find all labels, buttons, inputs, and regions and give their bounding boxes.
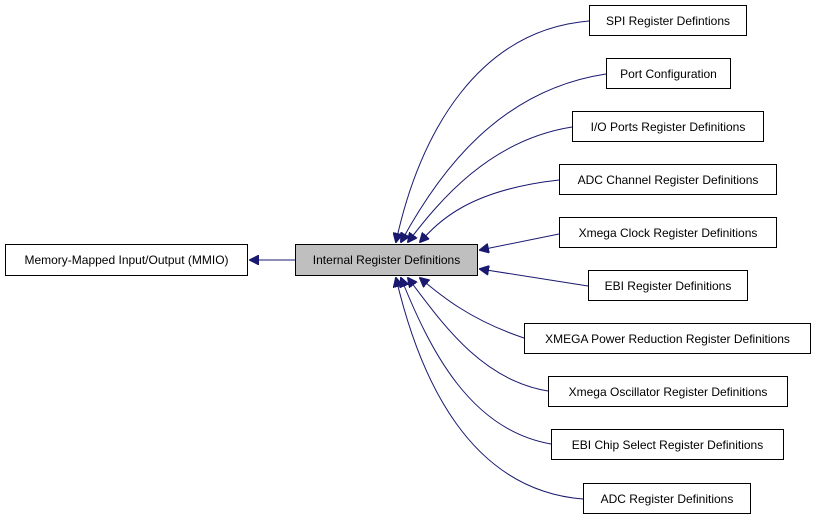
- edge-adc-to-center: [396, 278, 584, 500]
- node-adcch-label: ADC Channel Register Definitions: [577, 172, 759, 187]
- node-adc-register-definitions[interactable]: ADC Register Definitions: [583, 483, 751, 514]
- node-center-label: Internal Register Definitions: [312, 253, 461, 267]
- edge-adcch-to-center: [420, 179, 560, 242]
- node-adc-label: ADC Register Definitions: [600, 491, 734, 506]
- edge-io-to-center: [408, 126, 573, 242]
- edge-port-to-center: [401, 73, 607, 242]
- node-ebi-chip-select-register-definitions[interactable]: EBI Chip Select Register Definitions: [551, 429, 784, 460]
- node-adc-channel-register-definitions[interactable]: ADC Channel Register Definitions: [559, 164, 777, 195]
- node-ebics-label: EBI Chip Select Register Definitions: [571, 437, 764, 452]
- node-xmega-clock-register-definitions[interactable]: Xmega Clock Register Definitions: [559, 217, 777, 248]
- node-mmio-label: Memory-Mapped Input/Output (MMIO): [24, 253, 229, 267]
- node-port-configuration[interactable]: Port Configuration: [606, 58, 731, 89]
- node-xmega-oscillator-register-definitions[interactable]: Xmega Oscillator Register Definitions: [548, 376, 788, 407]
- node-port-label: Port Configuration: [620, 66, 717, 81]
- edge-spi-to-center: [396, 20, 590, 242]
- node-ebi-label: EBI Register Definitions: [604, 278, 732, 293]
- node-io-ports-register-definitions[interactable]: I/O Ports Register Definitions: [572, 111, 764, 142]
- edge-clock-to-center: [480, 233, 560, 250]
- node-spi-register-definitions[interactable]: SPI Register Defintions: [589, 5, 747, 36]
- node-osc-label: Xmega Oscillator Register Definitions: [568, 384, 768, 399]
- node-io-label: I/O Ports Register Definitions: [590, 119, 746, 134]
- node-clock-label: Xmega Clock Register Definitions: [578, 225, 758, 240]
- node-power-label: XMEGA Power Reduction Register Definitio…: [545, 331, 790, 346]
- node-xmega-power-reduction-register-definitions[interactable]: XMEGA Power Reduction Register Definitio…: [524, 323, 811, 354]
- node-internal-register-definitions: Internal Register Definitions: [295, 244, 478, 276]
- edge-ebics-to-center: [401, 278, 552, 445]
- edge-osc-to-center: [408, 278, 549, 392]
- node-spi-label: SPI Register Defintions: [605, 13, 731, 28]
- node-mmio[interactable]: Memory-Mapped Input/Output (MMIO): [5, 244, 248, 276]
- edge-power-to-center: [420, 278, 525, 339]
- edge-ebi-to-center: [480, 269, 589, 287]
- node-ebi-register-definitions[interactable]: EBI Register Definitions: [588, 270, 748, 301]
